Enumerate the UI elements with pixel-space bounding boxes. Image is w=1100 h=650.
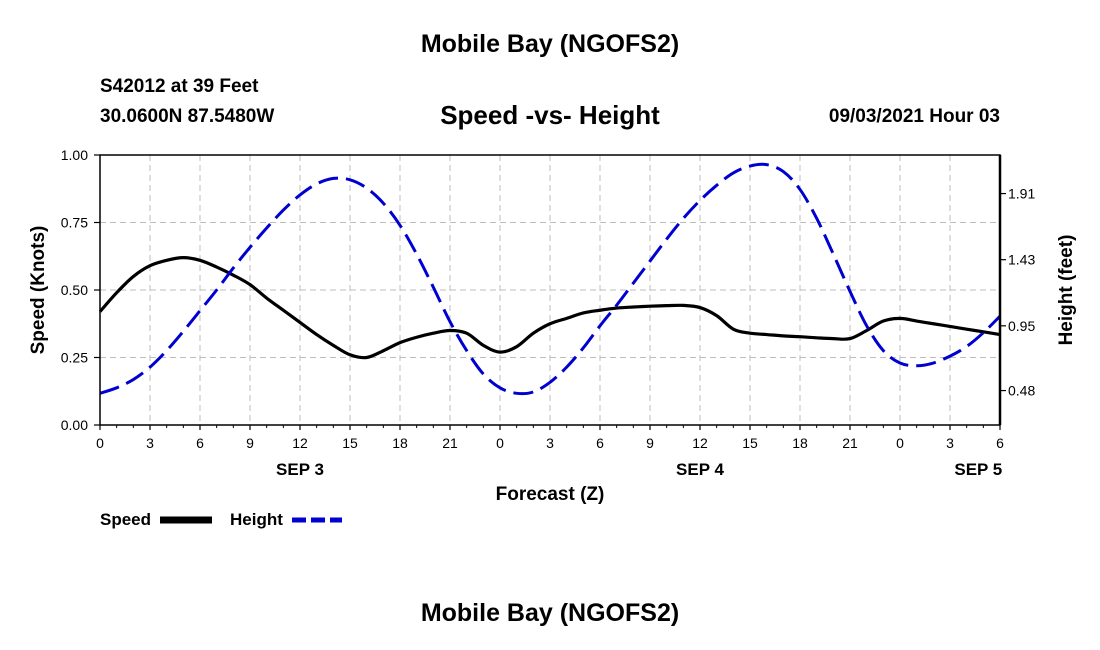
footer-title: Mobile Bay (NGOFS2)	[420, 599, 680, 627]
x-tick-label: 12	[692, 435, 708, 451]
legend-speed-label: Speed	[100, 510, 151, 529]
grid-lines	[100, 155, 1000, 425]
series-layer	[98, 162, 1002, 396]
x-tick-label: 0	[496, 435, 504, 451]
x-tick-label: 6	[196, 435, 204, 451]
axes: 0 3 6 9 12 15 18 21 0 3 6 9 12 15 18 21 0 3 6 SEP 3 SEP 4 SEP…	[61, 147, 1036, 479]
legend-height-label: Height	[230, 510, 283, 529]
x-tick-label: 15	[342, 435, 358, 451]
y2-tick-label: 0.48	[1008, 383, 1035, 399]
x-tick-label: 12	[292, 435, 308, 451]
x-tick-label: 15	[742, 435, 758, 451]
page-title: Mobile Bay (NGOFS2)	[420, 30, 680, 58]
y2-tick-label: 0.95	[1008, 318, 1035, 334]
station-coordinates: 30.0600N 87.5480W	[100, 106, 275, 127]
y2-tick-label: 1.91	[1008, 186, 1035, 202]
x-tick-label: 18	[792, 435, 808, 451]
x-tick-label: 3	[946, 435, 954, 451]
x-tick-label: 3	[546, 435, 554, 451]
x-tick-label: 9	[246, 435, 254, 451]
chart-title: Speed -vs- Height	[440, 100, 660, 130]
x-tick-label: 9	[646, 435, 654, 451]
x-day-label: SEP 3	[276, 460, 324, 479]
y-tick-label: 0.25	[61, 350, 88, 366]
x-tick-label: 6	[996, 435, 1004, 451]
y-tick-label: 0.00	[61, 417, 88, 433]
series-line-height	[99, 162, 1002, 396]
y2-tick-label: 1.43	[1008, 252, 1035, 268]
x-tick-label: 21	[442, 435, 458, 451]
x-day-label: SEP 5	[954, 460, 1002, 479]
series-line-speed	[98, 256, 1001, 360]
x-axis-label: Forecast (Z)	[496, 484, 605, 505]
x-tick-label: 0	[896, 435, 904, 451]
y-tick-label: 0.75	[61, 215, 88, 231]
y-tick-label: 1.00	[61, 147, 88, 163]
x-tick-label: 21	[842, 435, 858, 451]
station-label: S42012 at 39 Feet	[100, 76, 259, 97]
legend: Speed Height	[100, 510, 342, 529]
x-tick-label: 3	[146, 435, 154, 451]
x-tick-label: 18	[392, 435, 408, 451]
y2-axis-label: Height (feet)	[1056, 235, 1077, 346]
x-tick-label: 0	[96, 435, 104, 451]
x-tick-label: 6	[596, 435, 604, 451]
y-axis-label: Speed (Knots)	[28, 226, 49, 355]
x-day-label: SEP 4	[676, 460, 724, 479]
y-tick-label: 0.50	[61, 282, 88, 298]
forecast-datetime: 09/03/2021 Hour 03	[828, 106, 1000, 127]
